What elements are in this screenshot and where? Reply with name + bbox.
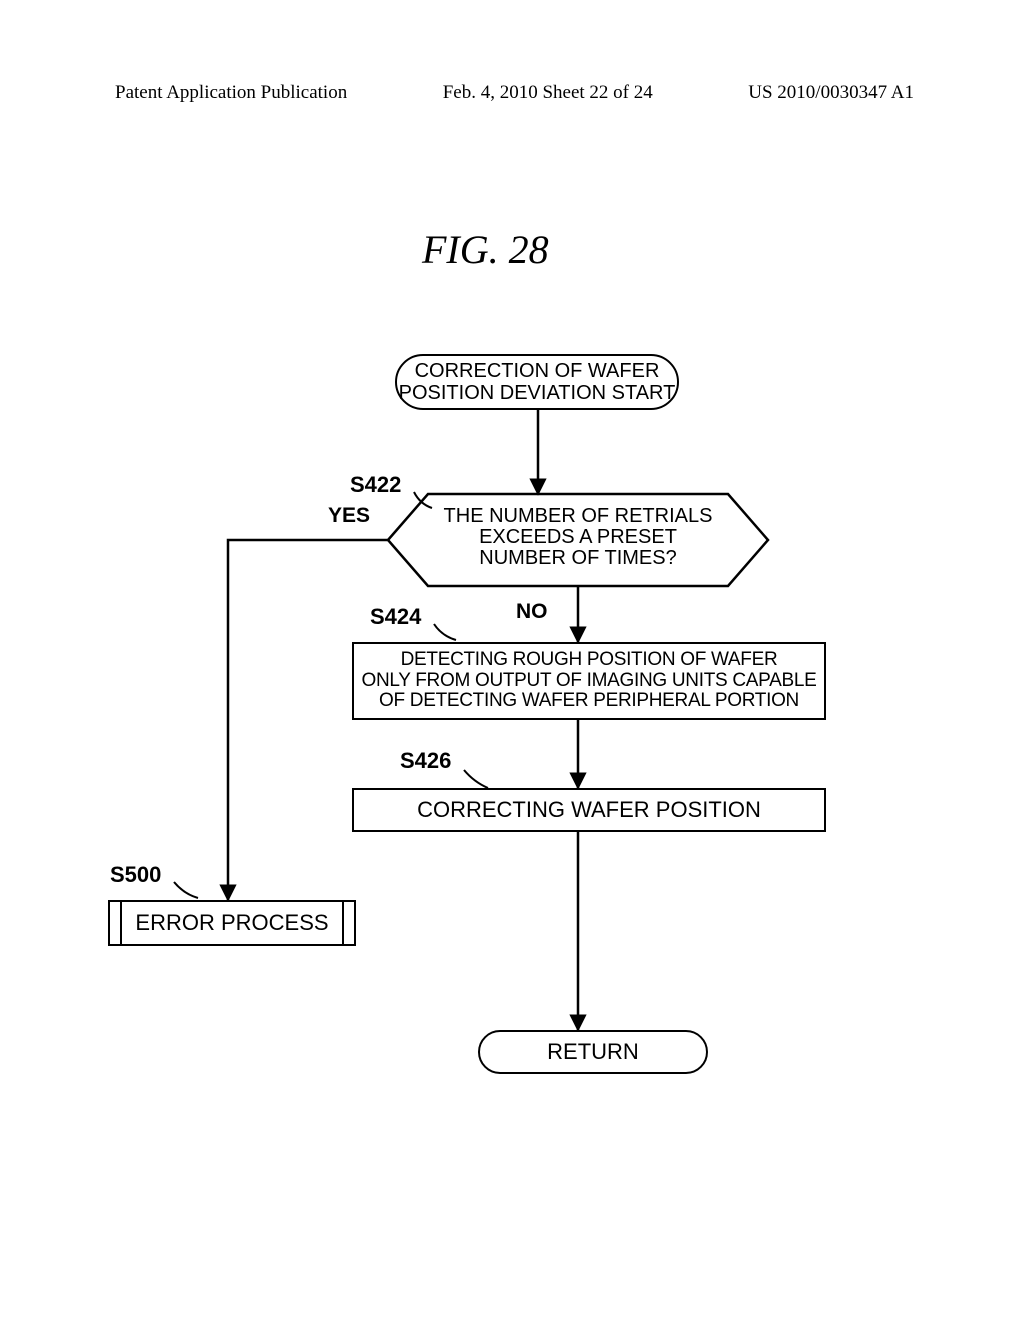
error-subprocess: ERROR PROCESS bbox=[108, 900, 356, 946]
header-left: Patent Application Publication bbox=[115, 82, 347, 104]
branch-no-label: NO bbox=[516, 600, 548, 624]
return-line1: RETURN bbox=[547, 1040, 639, 1064]
start-line2: POSITION DEVIATION START bbox=[399, 382, 676, 404]
detect-line1: DETECTING ROUGH POSITION OF WAFER bbox=[401, 650, 778, 671]
step-label-s500: S500 bbox=[110, 862, 161, 888]
branch-yes-label: YES bbox=[328, 504, 370, 528]
correct-process: CORRECTING WAFER POSITION bbox=[352, 788, 826, 832]
return-terminal: RETURN bbox=[478, 1030, 708, 1074]
start-line1: CORRECTION OF WAFER bbox=[415, 360, 660, 382]
step-label-s422: S422 bbox=[350, 472, 401, 498]
page-header: Patent Application Publication Feb. 4, 2… bbox=[0, 82, 1024, 104]
leader-s426 bbox=[464, 770, 488, 788]
figure-title: FIG. 28 bbox=[422, 226, 549, 273]
detect-process: DETECTING ROUGH POSITION OF WAFER ONLY F… bbox=[352, 642, 826, 720]
start-terminal: CORRECTION OF WAFER POSITION DEVIATION S… bbox=[395, 354, 679, 410]
step-label-s424: S424 bbox=[370, 604, 421, 630]
decision-line2: EXCEEDS A PRESET bbox=[408, 527, 748, 548]
header-center: Feb. 4, 2010 Sheet 22 of 24 bbox=[443, 82, 653, 104]
correct-line1: CORRECTING WAFER POSITION bbox=[417, 798, 761, 822]
header-right: US 2010/0030347 A1 bbox=[748, 82, 914, 104]
step-label-s426: S426 bbox=[400, 748, 451, 774]
edge-decision-error bbox=[228, 540, 388, 900]
decision-text: THE NUMBER OF RETRIALS EXCEEDS A PRESET … bbox=[408, 506, 748, 569]
detect-line3: OF DETECTING WAFER PERIPHERAL PORTION bbox=[379, 691, 799, 712]
leader-s424 bbox=[434, 624, 456, 640]
decision-line3: NUMBER OF TIMES? bbox=[408, 548, 748, 569]
leader-s500 bbox=[174, 882, 198, 898]
detect-line2: ONLY FROM OUTPUT OF IMAGING UNITS CAPABL… bbox=[361, 671, 816, 692]
decision-line1: THE NUMBER OF RETRIALS bbox=[408, 506, 748, 527]
error-line1: ERROR PROCESS bbox=[135, 911, 328, 935]
